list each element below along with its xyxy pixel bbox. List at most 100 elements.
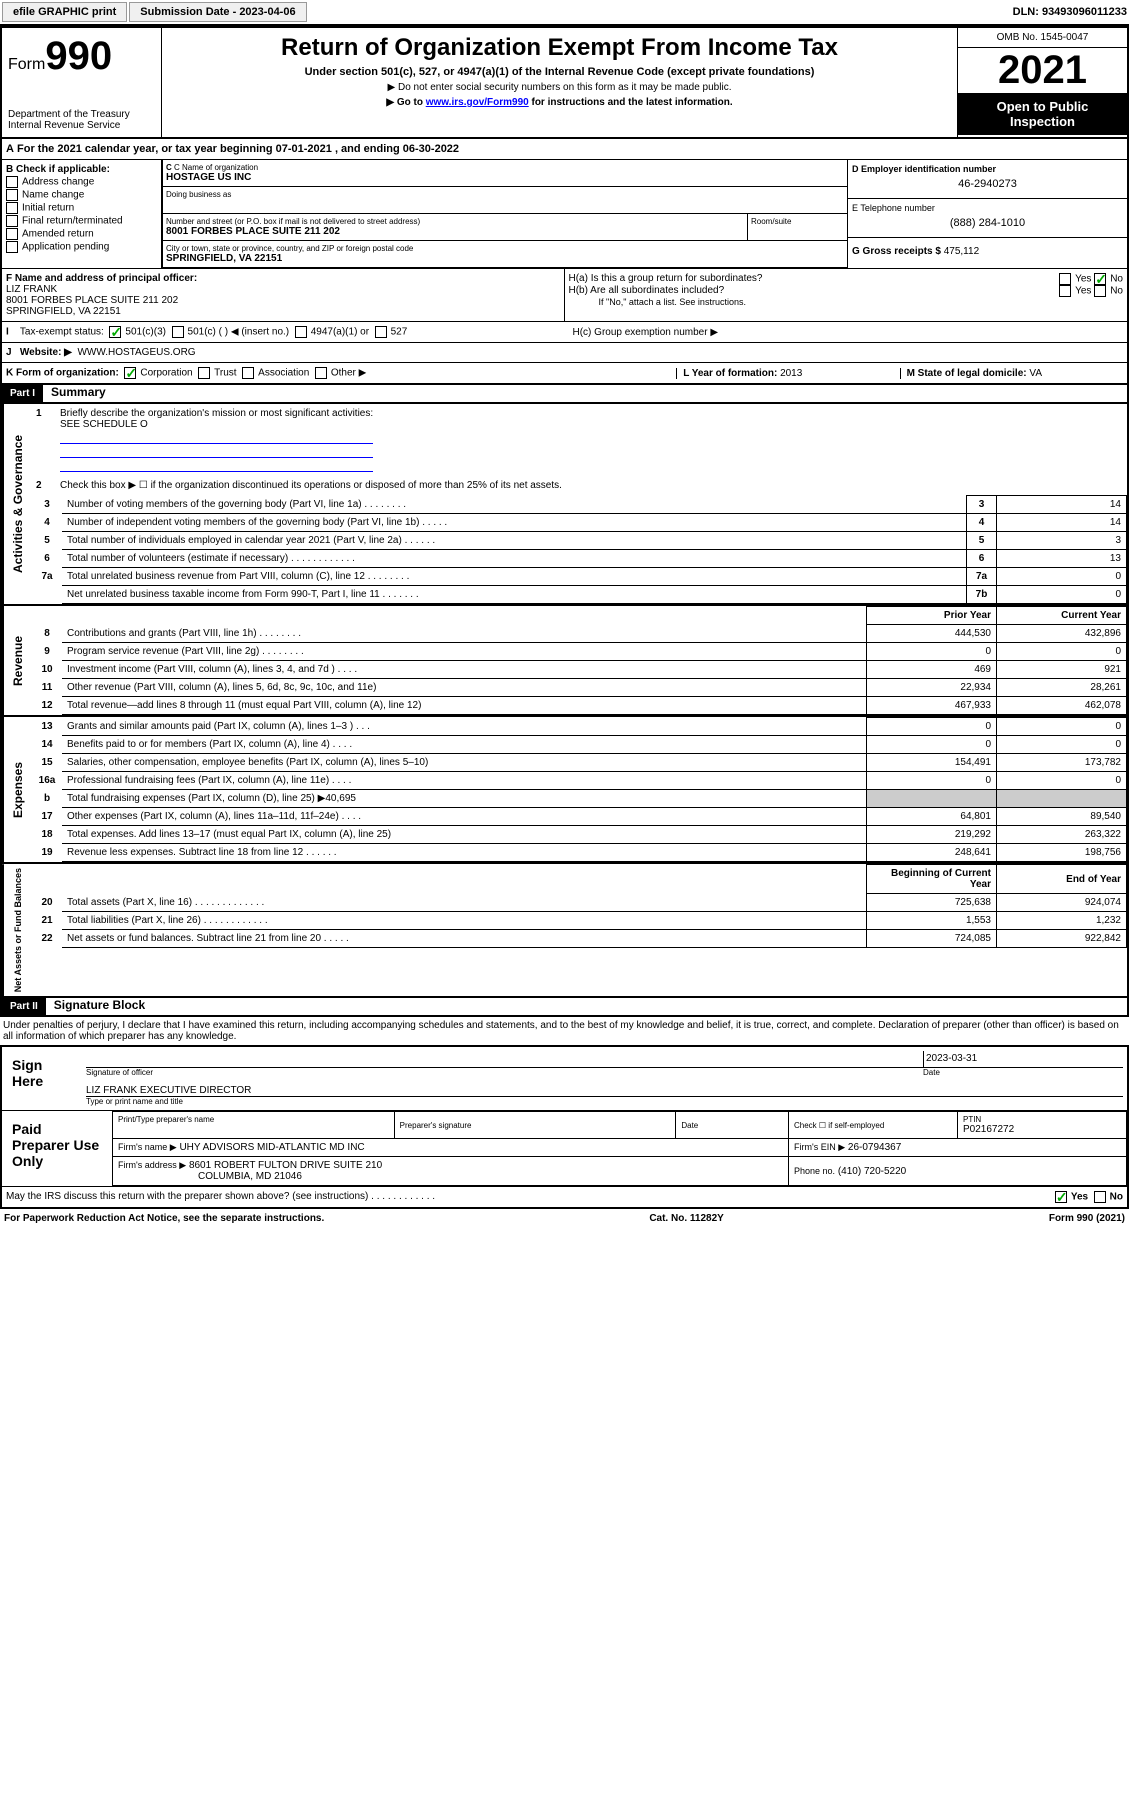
j-lbl: Website: ▶ (20, 347, 72, 358)
psig-lbl: Preparer's signature (400, 1121, 671, 1130)
dept-text: Department of the Treasury Internal Reve… (8, 109, 155, 131)
k-trust[interactable] (198, 367, 210, 379)
part1-title: Summary (51, 385, 106, 399)
b-opt-check[interactable] (6, 176, 18, 188)
e-lbl: E Telephone number (852, 203, 1123, 213)
name-title-lbl: Type or print name and title (86, 1097, 1123, 1106)
part2-hdr: Part II (2, 998, 46, 1015)
submission-button[interactable]: Submission Date - 2023-04-06 (129, 2, 306, 22)
g-lbl: G Gross receipts $ (852, 246, 941, 257)
street-addr: 8001 FORBES PLACE SUITE 211 202 (166, 226, 744, 237)
l-lbl: L Year of formation: (683, 368, 777, 379)
org-name: HOSTAGE US INC (166, 172, 844, 183)
b-opt-check[interactable] (6, 215, 18, 227)
i-501c[interactable] (172, 326, 184, 338)
addr-lbl: Number and street (or P.O. box if mail i… (166, 217, 744, 226)
discuss-yes[interactable] (1055, 1191, 1067, 1203)
m-lbl: M State of legal domicile: (907, 368, 1027, 379)
page-title: Return of Organization Exempt From Incom… (168, 34, 951, 62)
ptin-lbl: PTIN (963, 1115, 1121, 1124)
note2-post: for instructions and the latest informat… (529, 97, 733, 108)
city-lbl: City or town, state or province, country… (166, 244, 844, 253)
firm-ein: 26-0794367 (848, 1142, 901, 1153)
date-lbl: Date (923, 1068, 1123, 1077)
vert-rev: Revenue (2, 606, 32, 715)
ein-lbl: Firm's EIN ▶ (794, 1142, 845, 1152)
dln-text: DLN: 93493096011233 (1013, 6, 1127, 18)
year-formation: 2013 (780, 368, 802, 379)
ein: 46-2940273 (852, 174, 1123, 194)
city: SPRINGFIELD, VA 22151 (166, 253, 844, 264)
efile-button[interactable]: efile GRAPHIC print (2, 2, 127, 22)
officer-addr: 8001 FORBES PLACE SUITE 211 202 (6, 295, 560, 306)
l1v: SEE SCHEDULE O (60, 419, 148, 430)
pname-lbl: Print/Type preparer's name (118, 1115, 389, 1124)
k-other[interactable] (315, 367, 327, 379)
vert-net: Net Assets or Fund Balances (2, 864, 32, 996)
sig-date: 2023-03-31 (923, 1051, 1123, 1067)
pdate-lbl: Date (681, 1121, 783, 1130)
note2-pre: ▶ Go to (386, 97, 425, 108)
ptin: P02167272 (963, 1124, 1121, 1135)
vert-ag: Activities & Governance (2, 404, 32, 604)
form990-link[interactable]: www.irs.gov/Form990 (426, 97, 529, 108)
discuss-lbl: May the IRS discuss this return with the… (6, 1191, 435, 1203)
i-501c3[interactable] (109, 326, 121, 338)
l2: Check this box ▶ ☐ if the organization d… (60, 480, 562, 491)
officer-city: SPRINGFIELD, VA 22151 (6, 306, 560, 317)
hb-lbl: H(b) Are all subordinates included? (569, 285, 725, 297)
k-lbl: K Form of organization: (6, 368, 119, 379)
b-opt-check[interactable] (6, 189, 18, 201)
footer-right: Form 990 (2021) (1049, 1213, 1125, 1224)
i-lbl: Tax-exempt status: (20, 327, 104, 338)
line-a: For the 2021 calendar year, or tax year … (17, 143, 459, 155)
firm-lbl: Firm's name ▶ (118, 1142, 177, 1152)
b-opt-check[interactable] (6, 228, 18, 240)
website: WWW.HOSTAGEUS.ORG (77, 347, 195, 358)
firm-addr: 8601 ROBERT FULTON DRIVE SUITE 210 (189, 1160, 382, 1171)
c-name-lbl: C Name of organization (174, 163, 258, 172)
hc-lbl: H(c) Group exemption number ▶ (565, 327, 1124, 338)
faddr-lbl: Firm's address ▶ (118, 1160, 186, 1170)
i-4947[interactable] (295, 326, 307, 338)
d-lbl: D Employer identification number (852, 164, 996, 174)
domicile: VA (1029, 368, 1042, 379)
k-corp[interactable] (124, 367, 136, 379)
hb-yes[interactable] (1059, 285, 1071, 297)
paid-prep-lbl: Paid Preparer Use Only (2, 1111, 112, 1186)
vert-exp: Expenses (2, 717, 32, 862)
b-opt-check[interactable] (6, 241, 18, 253)
ha-no[interactable] (1094, 273, 1106, 285)
discuss-no[interactable] (1094, 1191, 1106, 1203)
tax-year: 2021 (958, 48, 1127, 93)
note1: ▶ Do not enter social security numbers o… (168, 82, 951, 93)
declaration: Under penalties of perjury, I declare th… (0, 1017, 1129, 1045)
part2-title: Signature Block (54, 998, 145, 1012)
room-lbl: Room/suite (751, 217, 844, 226)
selfemp: Check ☐ if self-employed (789, 1112, 958, 1139)
omb-number: OMB No. 1545-0047 (958, 28, 1127, 48)
gross-receipts: 475,112 (944, 246, 979, 257)
footer-left: For Paperwork Reduction Act Notice, see … (4, 1213, 324, 1224)
b-label: B Check if applicable: (6, 164, 110, 175)
firm-name: UHY ADVISORS MID-ATLANTIC MD INC (179, 1142, 364, 1153)
footer-center: Cat. No. 11282Y (649, 1213, 723, 1224)
ha-lbl: H(a) Is this a group return for subordin… (569, 273, 763, 285)
firm-addr2: COLUMBIA, MD 21046 (118, 1171, 302, 1182)
fphone-lbl: Phone no. (794, 1166, 835, 1176)
b-opt-check[interactable] (6, 202, 18, 214)
form-label: Form (8, 56, 45, 73)
subtitle: Under section 501(c), 527, or 4947(a)(1)… (168, 66, 951, 78)
phone: (888) 284-1010 (852, 213, 1123, 233)
k-assoc[interactable] (242, 367, 254, 379)
form-number: 990 (45, 34, 112, 78)
ha-yes[interactable] (1059, 273, 1071, 285)
officer-sig-name: LIZ FRANK EXECUTIVE DIRECTOR (86, 1077, 1123, 1097)
hb-no[interactable] (1094, 285, 1106, 297)
i-527[interactable] (375, 326, 387, 338)
open-public: Open to Public Inspection (958, 93, 1127, 135)
hb-note: If "No," attach a list. See instructions… (569, 297, 1124, 307)
part1-hdr: Part I (2, 385, 43, 402)
firm-phone: (410) 720-5220 (838, 1166, 906, 1177)
sig-officer-lbl: Signature of officer (86, 1068, 923, 1077)
